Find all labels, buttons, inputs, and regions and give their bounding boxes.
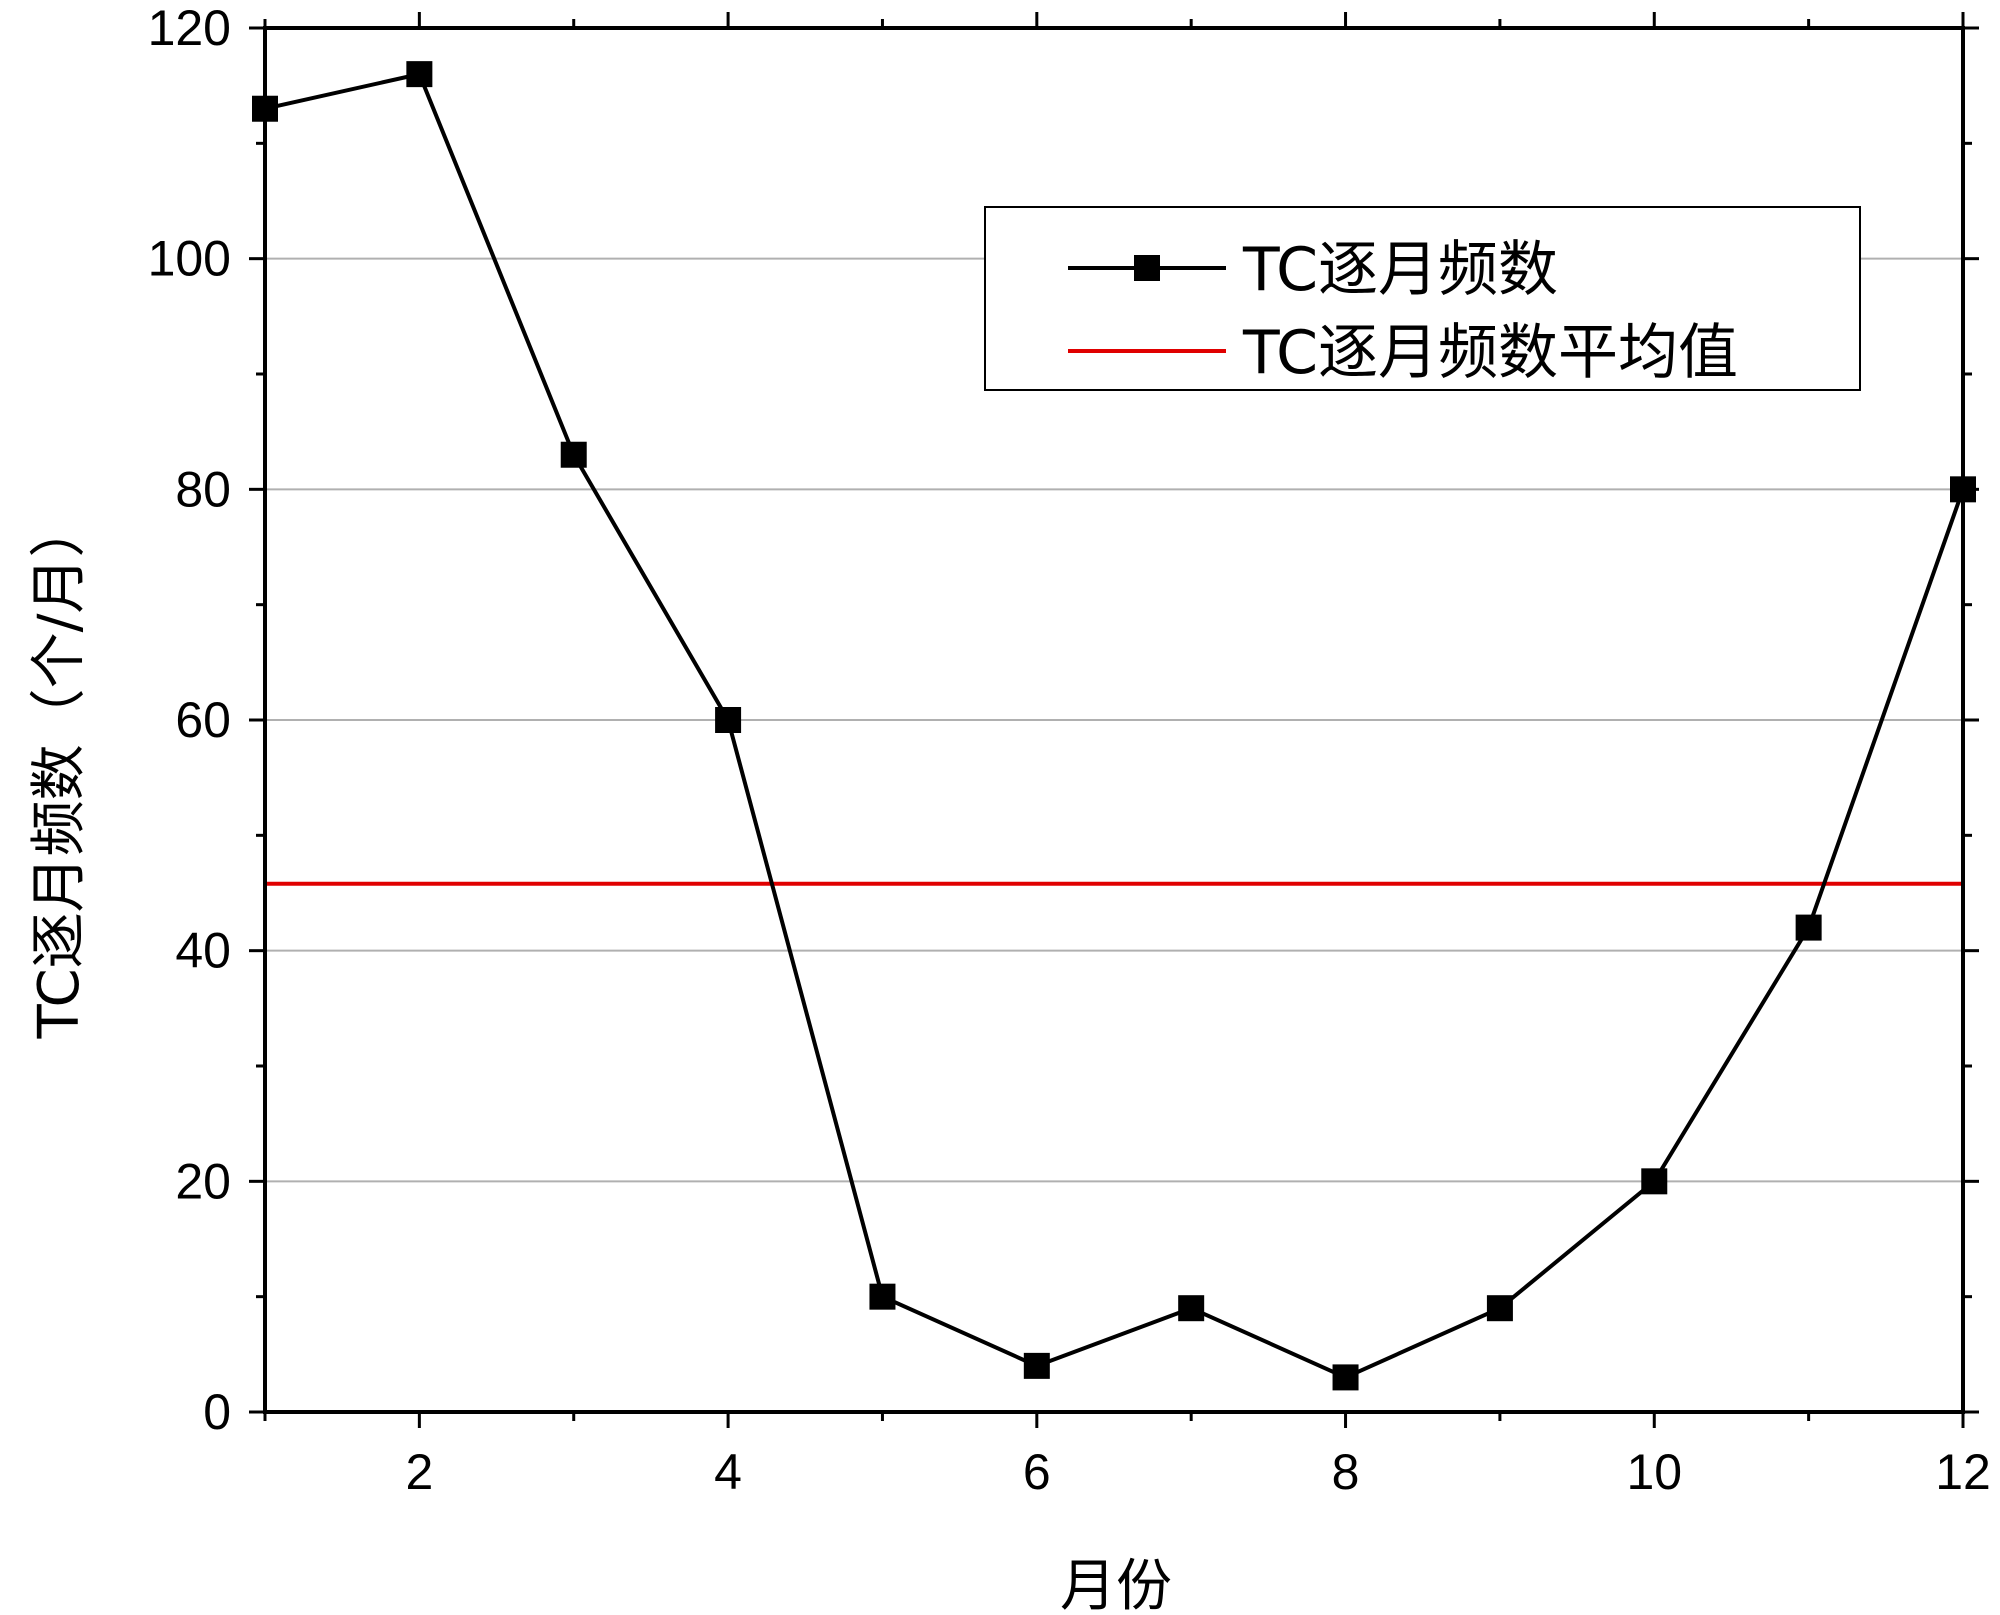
data-point-marker [406, 61, 433, 88]
legend: TC逐月频数 TC逐月频数平均值 [984, 206, 1861, 391]
x-tick-label: 10 [1626, 1444, 1682, 1500]
x-tick-label: 2 [405, 1444, 433, 1500]
data-point-marker [1178, 1295, 1205, 1322]
legend-label-frequency: TC逐月频数 [1242, 235, 1558, 305]
data-point-marker [1641, 1168, 1668, 1195]
data-point-marker [1795, 914, 1822, 941]
grid-lines [265, 257, 1963, 1183]
x-tick-label: 8 [1332, 1444, 1360, 1500]
y-tick-label: 100 [148, 231, 231, 287]
plot-frame [263, 26, 1965, 1414]
data-point-marker [560, 441, 587, 468]
series-layer [252, 61, 1976, 1391]
y-tick-label: 0 [203, 1384, 231, 1440]
data-point-marker [1486, 1295, 1513, 1322]
y-axis-title: TC逐月频数（个/月） [27, 502, 92, 1040]
data-point-marker [1023, 1352, 1050, 1379]
x-tick-label: 4 [714, 1444, 742, 1500]
data-point-marker [869, 1283, 896, 1310]
axis-ticks [249, 12, 1979, 1428]
x-tick-label: 12 [1935, 1444, 1991, 1500]
y-tick-label: 60 [175, 692, 231, 748]
frequency-series-line [264, 72, 1965, 1380]
tick-labels: 0 20 40 60 80 100 120 2 4 6 8 10 12 [148, 0, 1991, 1500]
legend-marker-frequency [1134, 255, 1160, 281]
y-tick-label: 80 [175, 461, 231, 517]
data-point-marker [1332, 1364, 1359, 1391]
legend-box [984, 206, 1861, 391]
y-tick-label: 40 [175, 923, 231, 979]
y-tick-label: 20 [175, 1153, 231, 1209]
data-point-marker [715, 707, 742, 733]
x-axis-title: 月份 [1060, 1554, 1172, 1615]
x-tick-label: 6 [1023, 1444, 1051, 1500]
y-tick-label: 120 [148, 0, 231, 56]
legend-label-average: TC逐月频数平均值 [1242, 318, 1738, 388]
